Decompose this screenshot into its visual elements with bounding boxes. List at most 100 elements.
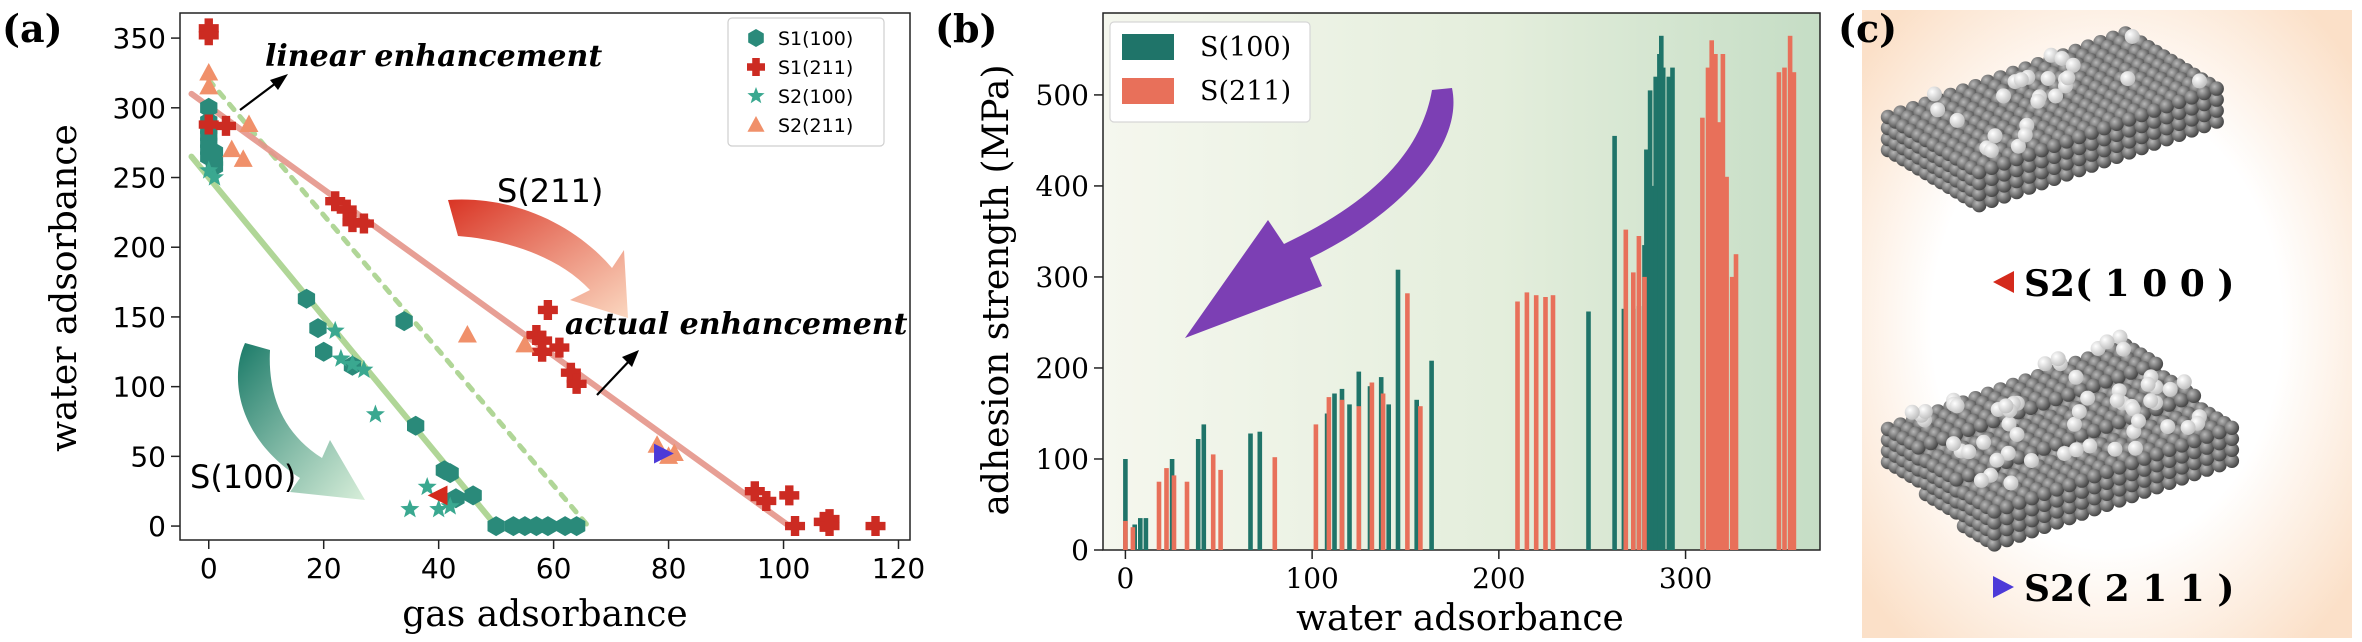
bar-s211: [1164, 468, 1169, 550]
surface-atom: [2084, 136, 2099, 151]
point-s2211: [222, 139, 242, 158]
point-s1211: [537, 299, 558, 320]
adsorbed-atom: [2060, 70, 2076, 86]
surface-atom: [1999, 532, 2015, 548]
adsorbed-atom: [2120, 71, 2136, 87]
bar-s100: [1660, 67, 1666, 550]
bar-s211: [1184, 481, 1190, 550]
bar-s211: [1210, 454, 1216, 550]
adsorbed-atom: [1976, 434, 1992, 450]
bar-s100: [1586, 311, 1591, 550]
adsorbed-atom: [1983, 143, 1999, 158]
adsorbed-atom: [1996, 88, 2011, 104]
panel-c: (c) S2( 1 0 0 ) S2( 2 1 1 ): [1838, 6, 2352, 638]
surface-atom: [2022, 158, 2037, 173]
bar-s211: [1156, 481, 1162, 550]
surface-atom: [2049, 482, 2065, 497]
surface-atom: [2024, 524, 2040, 539]
legend-label: S2(100): [778, 86, 853, 108]
surface-atom: [2162, 453, 2177, 468]
point-s1100: [315, 341, 333, 362]
adsorbed-atom: [2124, 29, 2140, 44]
x-tick-label: 20: [306, 552, 342, 585]
adsorbed-atom: [1946, 436, 1961, 452]
point-s2100: [342, 354, 362, 373]
adsorbed-atom: [2068, 442, 2084, 458]
x-tick-label: 0: [1116, 562, 1134, 595]
surface-atom: [1961, 467, 1977, 483]
y-tick-label: 350: [113, 22, 166, 55]
surface-atom: [2134, 107, 2149, 123]
point-s1211: [756, 490, 777, 511]
adsorbed-atom: [1949, 398, 1965, 414]
surface-atom: [2037, 497, 2052, 512]
bar-s100: [1666, 76, 1672, 550]
bar-s100: [1347, 404, 1352, 550]
surface-atom: [2137, 484, 2152, 499]
surface-atom: [2099, 475, 2115, 490]
fit-line-2: [188, 90, 793, 530]
adsorbed-atom: [1961, 444, 1977, 460]
bar-s211: [1724, 176, 1729, 551]
surface-atom: [2147, 103, 2162, 118]
adsorbed-atom: [2140, 376, 2156, 392]
surface-atom: [2199, 462, 2215, 477]
point-s2100: [365, 404, 385, 423]
surface-atom: [1949, 472, 1964, 487]
adsorbed-atom: [1949, 112, 1965, 128]
y-tick-label: 100: [1036, 443, 1089, 476]
adsorbed-atom: [1926, 86, 1942, 102]
point-s1100: [205, 142, 224, 163]
bar-s100: [1195, 439, 1201, 550]
adsorbed-atom: [2099, 334, 2115, 350]
surface-atom: [2009, 151, 2024, 167]
surface-atom: [2062, 510, 2077, 526]
surface-atom: [2072, 140, 2087, 156]
surface-atom: [1997, 167, 2012, 182]
legend-marker-s2211: [747, 116, 765, 132]
surface-atom: [2009, 162, 2024, 178]
surface-atom: [2137, 451, 2152, 466]
surface-atom: [2134, 118, 2149, 134]
surface-atom: [1987, 515, 2002, 530]
surface-atom: [2174, 460, 2190, 475]
point-s2100: [417, 477, 437, 496]
surface-atom: [2012, 517, 2027, 532]
surface-atom: [2074, 506, 2090, 521]
legend-marker-s1100: [748, 29, 764, 47]
surface-atom: [2159, 121, 2174, 136]
surface-atom: [2122, 123, 2137, 138]
surface-atom: [1972, 187, 1987, 202]
y-tick-label: 50: [130, 440, 166, 473]
surface-atom: [1999, 510, 2015, 526]
bar-s211: [1524, 292, 1530, 550]
x-tick-label: 100: [1285, 562, 1338, 595]
surface-atom: [2109, 149, 2124, 164]
s100-trend-arrow: [237, 343, 365, 500]
point-s1211: [819, 516, 840, 537]
surface-atom: [2172, 94, 2187, 110]
point-s1100: [441, 463, 459, 484]
point-s2100: [354, 359, 374, 378]
panel-a-legend-box: [727, 17, 885, 147]
surface-atom: [2124, 488, 2140, 504]
surface-atom: [2059, 134, 2074, 149]
bar-s211: [1405, 293, 1410, 550]
panel-a-legend: S1(100) S1(211) S2(100) S2(211): [727, 17, 885, 147]
decreasing-trend-arrow: [1185, 88, 1454, 338]
surface-atom: [2162, 464, 2177, 479]
surface-atom: [2023, 400, 2039, 415]
actual-enhancement-pointer: [596, 357, 633, 396]
surface-atom: [2109, 127, 2124, 142]
bar-s211: [1713, 54, 1718, 550]
surface-atom: [2049, 493, 2065, 508]
surface-atom: [2147, 136, 2162, 151]
surface-atom: [2084, 147, 2099, 162]
surface-atom: [2209, 114, 2224, 129]
bar-s211: [1623, 229, 1629, 550]
adsorbed-atom: [2068, 369, 2084, 385]
surface-atom: [2149, 447, 2165, 462]
bar-s100: [1386, 404, 1391, 550]
surface-atom: [2098, 374, 2114, 389]
surface-atom: [2036, 441, 2052, 456]
